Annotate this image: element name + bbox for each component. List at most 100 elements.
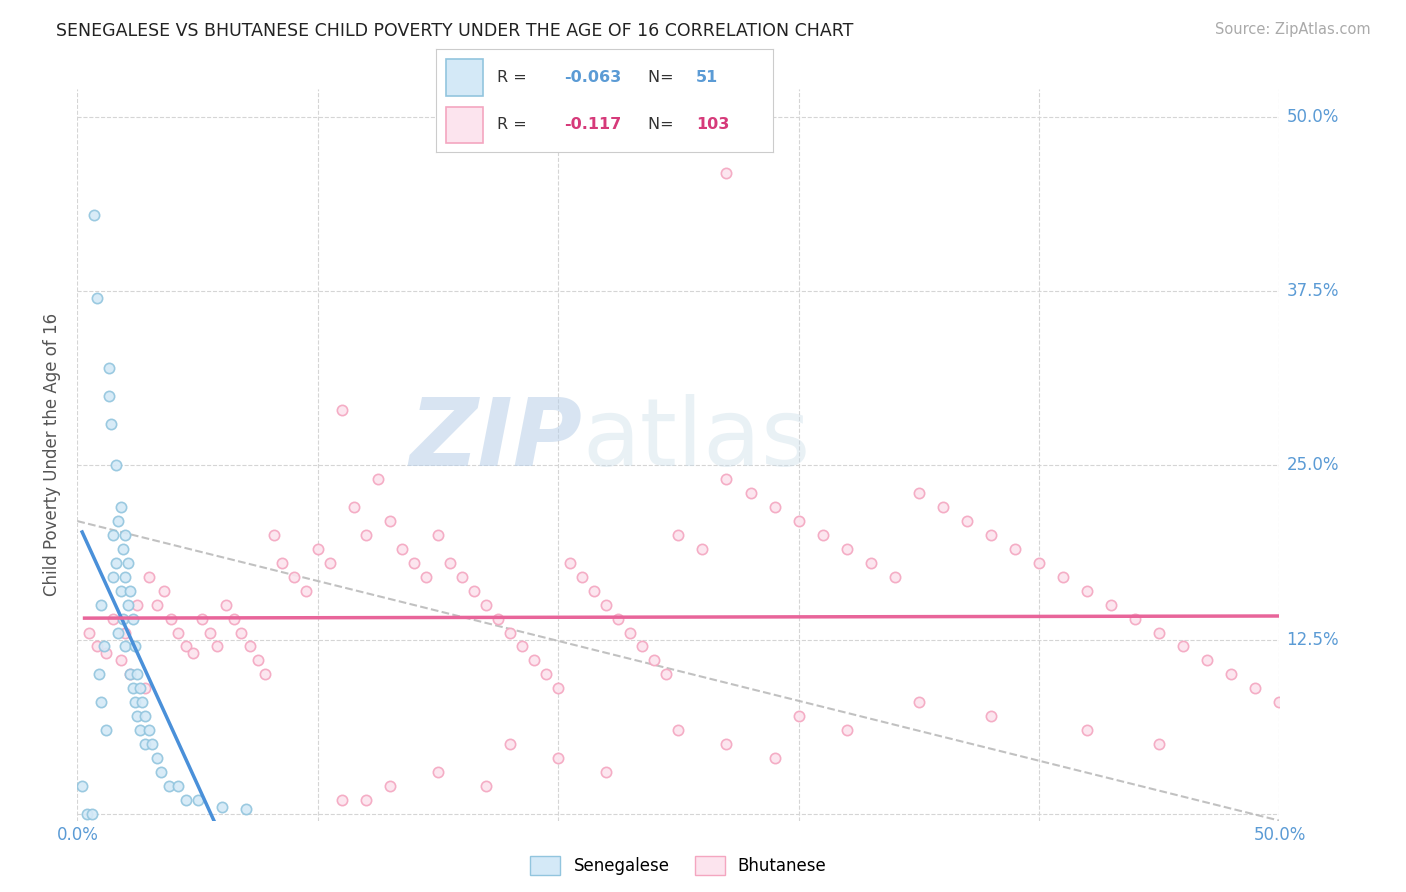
Legend: Senegalese, Bhutanese: Senegalese, Bhutanese: [523, 849, 834, 882]
Point: [76, 806, 98, 821]
Point: [523, 653, 546, 667]
Point: [235, 803, 257, 817]
Point: [415, 570, 437, 584]
Point: [157, 779, 180, 793]
Point: [583, 583, 606, 598]
Point: [835, 723, 858, 737]
Point: [595, 598, 617, 612]
Point: [631, 640, 654, 654]
Point: [668, 528, 690, 542]
Point: [740, 486, 762, 500]
Point: [475, 598, 498, 612]
Point: [1004, 541, 1026, 556]
Point: [93, 640, 115, 654]
Point: [97, 360, 120, 375]
Point: [103, 570, 125, 584]
Point: [80, 806, 103, 821]
Point: [932, 500, 955, 515]
Point: [811, 528, 834, 542]
Point: [547, 751, 569, 765]
Point: [1220, 667, 1243, 681]
Point: [283, 570, 305, 584]
Point: [138, 723, 160, 737]
Point: [138, 570, 160, 584]
Point: [908, 695, 931, 709]
Point: [134, 709, 156, 723]
Point: [127, 667, 149, 681]
Point: [354, 793, 377, 807]
Point: [1244, 681, 1267, 696]
Point: [114, 640, 136, 654]
Point: [87, 667, 110, 681]
Point: [619, 625, 641, 640]
Point: [134, 737, 156, 751]
Point: [104, 556, 127, 570]
Point: [205, 640, 228, 654]
Point: [120, 667, 142, 681]
Point: [595, 764, 617, 779]
Text: Source: ZipAtlas.com: Source: ZipAtlas.com: [1215, 22, 1371, 37]
Text: 25.0%: 25.0%: [1286, 457, 1339, 475]
Point: [131, 695, 153, 709]
Point: [127, 598, 149, 612]
Point: [908, 486, 931, 500]
Point: [1028, 556, 1050, 570]
Point: [560, 556, 582, 570]
FancyBboxPatch shape: [446, 106, 484, 144]
Point: [510, 640, 533, 654]
Point: [1173, 640, 1195, 654]
Point: [110, 500, 132, 515]
Point: [124, 640, 146, 654]
Point: [270, 556, 292, 570]
Point: [367, 472, 389, 486]
Point: [211, 799, 233, 814]
Point: [1149, 737, 1171, 751]
Point: [79, 625, 101, 640]
Point: [167, 779, 190, 793]
Point: [835, 541, 858, 556]
Point: [114, 528, 136, 542]
Point: [763, 500, 786, 515]
Point: [253, 667, 276, 681]
Point: [104, 458, 127, 473]
Point: [111, 612, 134, 626]
Point: [330, 402, 353, 417]
Point: [763, 751, 786, 765]
Point: [153, 583, 176, 598]
Point: [222, 612, 245, 626]
Point: [246, 653, 269, 667]
Point: [378, 779, 401, 793]
Point: [716, 472, 738, 486]
Point: [107, 625, 129, 640]
Point: [1268, 695, 1291, 709]
Point: [120, 583, 142, 598]
Point: [83, 208, 105, 222]
Point: [307, 541, 329, 556]
Point: [499, 737, 522, 751]
Point: [167, 625, 190, 640]
Point: [86, 640, 108, 654]
Point: [451, 570, 474, 584]
Point: [499, 625, 522, 640]
Point: [134, 681, 156, 696]
Point: [607, 612, 630, 626]
Point: [191, 612, 214, 626]
Text: -0.117: -0.117: [564, 118, 621, 133]
Text: 103: 103: [696, 118, 730, 133]
Point: [1099, 598, 1122, 612]
Point: [534, 667, 557, 681]
Point: [96, 723, 118, 737]
Point: [668, 723, 690, 737]
Point: [1076, 583, 1098, 598]
Text: R =: R =: [496, 70, 531, 86]
Point: [110, 583, 132, 598]
Point: [141, 737, 163, 751]
Point: [103, 528, 125, 542]
Text: 51: 51: [696, 70, 718, 86]
Point: [787, 709, 810, 723]
Point: [160, 612, 183, 626]
Point: [463, 583, 485, 598]
Point: [263, 528, 285, 542]
Y-axis label: Child Poverty Under the Age of 16: Child Poverty Under the Age of 16: [44, 313, 62, 597]
Point: [181, 647, 204, 661]
